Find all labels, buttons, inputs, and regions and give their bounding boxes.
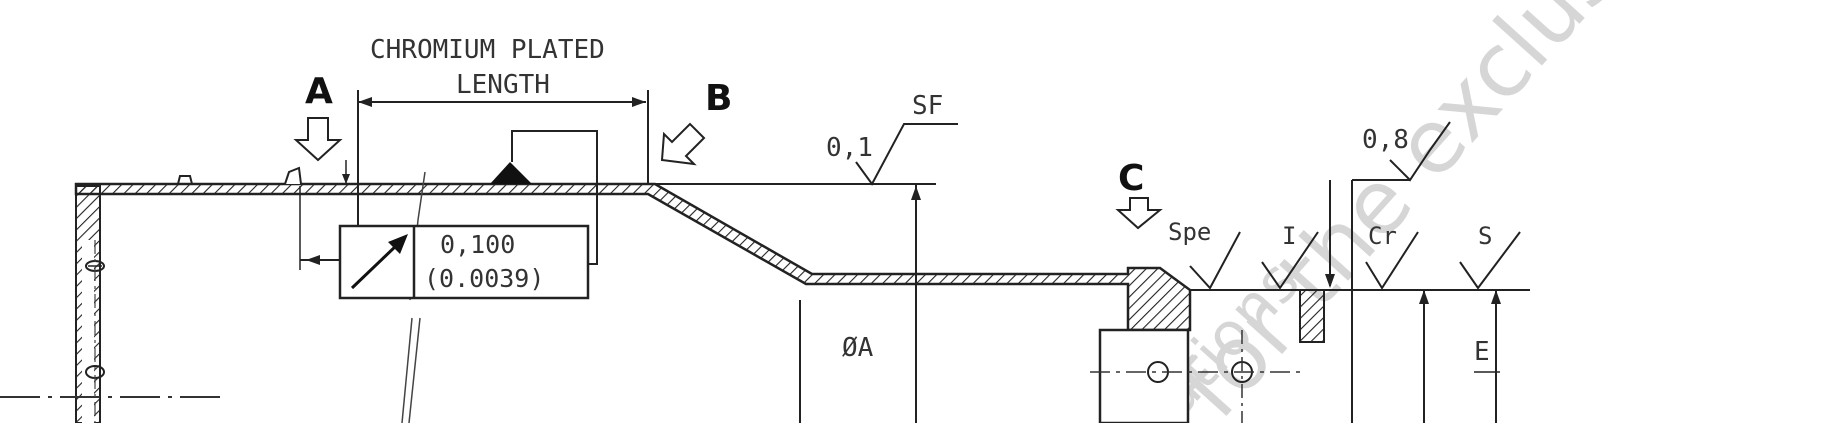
chromium-plated-dimension: CHROMIUM PLATED LENGTH: [342, 35, 649, 226]
view-c-arrow-icon: [1115, 197, 1163, 230]
surface-finish-08: 0,8: [1325, 121, 1451, 423]
finish-sf-value: 0,1: [826, 133, 873, 163]
datum-symbol: [490, 130, 598, 265]
runout-value-inch: (0.0039): [424, 264, 544, 293]
watermark-text: for the exclusive use: [1159, 0, 1847, 423]
view-b-arrow-icon: [660, 122, 706, 166]
finish-08-value: 0,8: [1362, 125, 1409, 155]
runout-arrow-icon: [350, 234, 408, 290]
finish-i: I: [1282, 222, 1296, 250]
finish-s: S: [1478, 222, 1492, 250]
finish-sf-label: SF: [912, 91, 943, 121]
chromium-label-line2: LENGTH: [456, 70, 550, 100]
dim-e: E: [1474, 337, 1490, 367]
dim-oa: ØA: [842, 333, 874, 363]
surface-finish-sf: 0,1 SF ØA: [799, 91, 958, 423]
finish-spe: Spe: [1168, 218, 1211, 246]
view-c: C: [1115, 158, 1163, 230]
watermark: for the exclusive use ations: [1139, 0, 1847, 423]
chromium-label-line1: CHROMIUM PLATED: [370, 35, 605, 65]
view-a-label: A: [305, 71, 333, 112]
view-b: B: [660, 78, 732, 166]
finish-symbols-right: Spe I Cr S E: [1168, 218, 1521, 423]
finish-cr: Cr: [1368, 222, 1397, 250]
view-a: A: [293, 71, 343, 162]
runout-value: 0,100: [440, 230, 515, 259]
runout-tolerance-frame: 0,100 (0.0039): [299, 186, 590, 300]
left-end-section: [0, 185, 220, 423]
part-profile: [74, 166, 1530, 423]
view-a-arrow-icon: [293, 117, 343, 162]
view-b-label: B: [705, 78, 732, 119]
view-c-label: C: [1118, 158, 1144, 199]
